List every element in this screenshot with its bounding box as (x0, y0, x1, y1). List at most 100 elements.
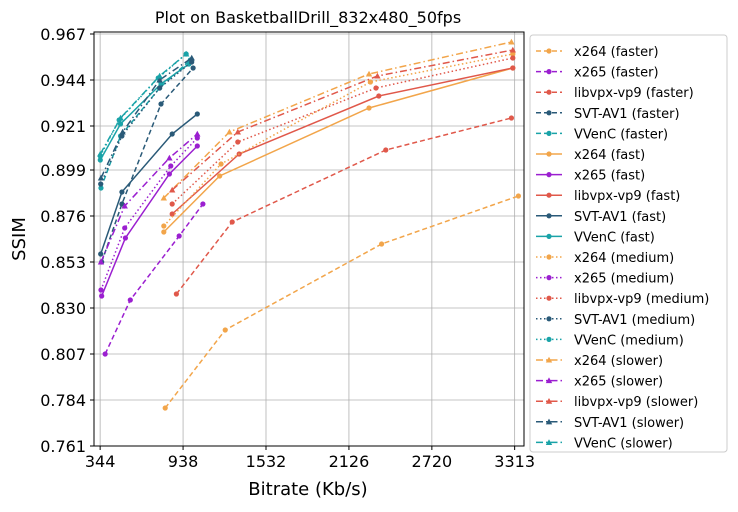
legend-item-vvenc-fast: VVenC (fast) (536, 230, 655, 245)
series-line-x264-fast (163, 67, 514, 233)
x-tick-label: 344 (85, 452, 116, 471)
data-point (98, 185, 104, 191)
data-point (235, 139, 241, 145)
legend-item-x264-slower: x264 (slower) (536, 354, 663, 369)
series-line-vvenc-faster (100, 59, 191, 189)
legend-marker (546, 110, 552, 116)
series-libvpx-vp9-faster (173, 115, 515, 297)
data-point (97, 150, 104, 157)
data-point (367, 79, 374, 85)
series-line-x265-fast (101, 145, 198, 297)
series-libvpx-vp9-fast (169, 65, 516, 217)
series-line-x264-faster (164, 195, 519, 409)
data-point (366, 105, 372, 111)
y-tick-label: 0.921 (40, 117, 86, 136)
data-point (122, 235, 129, 241)
data-point (127, 297, 133, 303)
legend-marker (545, 377, 553, 384)
data-point (119, 189, 125, 195)
legend-label: x264 (medium) (574, 251, 674, 266)
data-point (194, 111, 200, 117)
data-point (365, 70, 373, 77)
y-tick-label: 0.830 (40, 299, 86, 318)
data-point (194, 143, 200, 149)
series-line-x265-medium (100, 137, 198, 291)
legend-label: x264 (slower) (574, 354, 663, 369)
grid (94, 32, 524, 447)
data-point (200, 201, 206, 207)
data-point (508, 115, 515, 121)
legend-item-svt-av1-fast: SVT-AV1 (fast) (536, 210, 666, 225)
data-point (510, 65, 516, 71)
legend-item-x264-fast: x264 (fast) (536, 148, 645, 163)
data-point (119, 201, 125, 207)
data-point (122, 225, 128, 231)
series-x265-fast (99, 143, 200, 299)
x-tick-label: 1532 (246, 452, 287, 471)
data-point (194, 135, 200, 141)
legend-marker (546, 89, 552, 95)
series-line-vvenc-fast (99, 63, 190, 161)
legend-label: libvpx-vp9 (faster) (574, 86, 694, 101)
legend-item-x264-faster: x264 (faster) (536, 45, 659, 60)
legend-marker (545, 356, 553, 363)
series-line-svt-av1-fast (99, 113, 198, 255)
series-line-libvpx-vp9-slower (171, 49, 513, 191)
data-point (189, 59, 195, 65)
legend-item-x264-medium: x264 (medium) (536, 251, 674, 266)
legend-marker (545, 439, 553, 445)
y-tick-label: 0.784 (40, 391, 86, 410)
legend-label: x265 (faster) (574, 66, 659, 81)
legend-marker (546, 336, 552, 342)
legend-marker (546, 295, 552, 301)
series-x265-medium (98, 135, 200, 293)
legend-label: VVenC (medium) (574, 333, 684, 348)
series-line-x265-faster (104, 203, 204, 355)
series-vvenc-fast (97, 61, 192, 163)
data-point (97, 174, 105, 181)
data-point (173, 291, 179, 297)
series-x265-faster (102, 201, 206, 357)
legend-label: libvpx-vp9 (slower) (574, 395, 698, 410)
data-point (161, 229, 167, 235)
data-point (508, 38, 515, 45)
data-point (378, 241, 385, 247)
legend-label: x264 (fast) (574, 148, 645, 163)
data-point (121, 202, 128, 209)
y-tick-label: 0.899 (40, 161, 86, 180)
data-point (222, 327, 228, 333)
data-point (515, 193, 522, 199)
data-point (156, 76, 163, 83)
y-tick-label: 0.853 (40, 253, 86, 272)
data-point (509, 46, 517, 53)
legend-label: SVT-AV1 (slower) (574, 416, 684, 431)
series-line-libvpx-vp9-medium (171, 57, 513, 205)
x-tick-label: 3313 (494, 452, 535, 471)
x-tick-label: 2720 (411, 452, 452, 471)
x-tick-label: 938 (168, 452, 199, 471)
data-point (168, 163, 174, 169)
legend-item-vvenc-faster: VVenC (faster) (536, 127, 668, 142)
data-point (194, 130, 201, 137)
data-point (157, 85, 163, 91)
data-point (117, 121, 124, 127)
series-svt-av1-slower (97, 54, 195, 181)
series-x265-slower (97, 130, 201, 265)
legend-marker (546, 48, 552, 54)
series-vvenc-faster (98, 57, 193, 191)
series-x264-medium (161, 51, 516, 229)
legend-label: libvpx-vp9 (medium) (574, 292, 709, 307)
series-vvenc-medium (97, 51, 189, 159)
legend-marker (546, 233, 552, 239)
series-svt-av1-medium (98, 59, 195, 187)
series-x264-faster (162, 193, 522, 411)
data-point (190, 65, 196, 71)
data-point (229, 219, 235, 225)
legend-label: x265 (slower) (574, 375, 663, 390)
legend-marker (546, 192, 552, 198)
legend-item-libvpx-vp9-slower: libvpx-vp9 (slower) (536, 395, 698, 410)
series-line-libvpx-vp9-faster (175, 117, 512, 295)
data-point (166, 171, 172, 177)
